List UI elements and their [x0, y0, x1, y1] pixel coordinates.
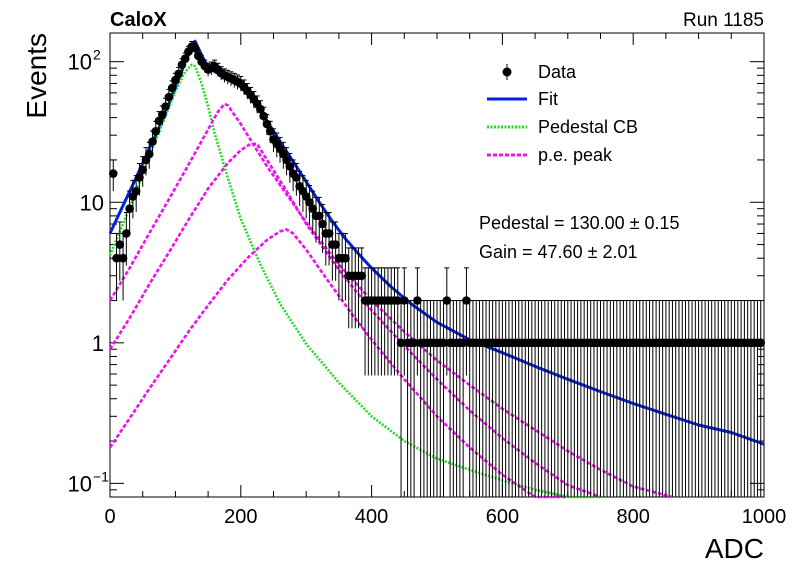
run-label: Run 1185: [683, 10, 764, 31]
pedestal-result: Pedestal = 130.00 ± 0.15: [479, 213, 680, 233]
legend-entry-data: Data: [502, 62, 577, 82]
x-tick-label: 400: [355, 506, 388, 528]
data-point: [318, 203, 327, 254]
data-point: [314, 196, 324, 243]
data-point: [341, 232, 350, 301]
data-point: [413, 267, 422, 376]
data-points: [108, 40, 766, 497]
data-point: [122, 212, 131, 266]
y-tick-exponent: 2: [93, 47, 101, 63]
data-point: [108, 159, 118, 192]
y-tick-exponent: −1: [93, 468, 109, 484]
gain-result: Gain = 47.60 ± 2.01: [479, 242, 638, 262]
data-point: [292, 162, 301, 196]
y-tick-label: 1: [92, 331, 104, 356]
data-point: [324, 212, 334, 266]
x-tick-label: 200: [224, 506, 257, 528]
data-point: [331, 221, 340, 281]
data-point: [439, 300, 448, 497]
data-point: [462, 267, 471, 376]
legend-label-data: Data: [538, 62, 577, 82]
x-tick-label: 0: [104, 506, 115, 528]
data-point: [282, 147, 291, 176]
data-point: [357, 247, 367, 329]
curve-pedestal-cb: [108, 63, 601, 499]
x-tick-label: 600: [486, 506, 519, 528]
legend-entry-pedestal-cb: Pedestal CB: [487, 117, 638, 137]
legend-label-pe-peak: p.e. peak: [538, 145, 613, 165]
legend-label-fit: Fit: [538, 89, 558, 109]
data-point: [396, 300, 406, 497]
legend-entry-pe-peak: p.e. peak: [487, 145, 613, 165]
data-point: [442, 267, 452, 376]
data-point: [305, 184, 314, 226]
data-point: [400, 267, 409, 376]
legend: Data Fit Pedestal CB p.e. peak: [487, 62, 638, 165]
legend-label-pedestal-cb: Pedestal CB: [538, 117, 638, 137]
x-tick-label: 1000: [742, 506, 787, 528]
data-point: [756, 300, 766, 497]
data-point: [115, 221, 125, 281]
x-axis-title: ADC: [705, 533, 764, 564]
data-point: [285, 152, 295, 183]
x-tick-label: 800: [617, 506, 650, 528]
y-axis-title: Events: [21, 33, 52, 119]
data-point: [308, 190, 318, 234]
legend-entry-fit: Fit: [487, 89, 558, 109]
experiment-label: CaloX: [110, 9, 167, 31]
y-tick-label: 10: [80, 190, 104, 215]
data-point: [393, 267, 403, 376]
y-tick-label: 10: [68, 50, 92, 75]
data-point: [131, 175, 141, 212]
y-tick-label: 10: [68, 471, 92, 496]
